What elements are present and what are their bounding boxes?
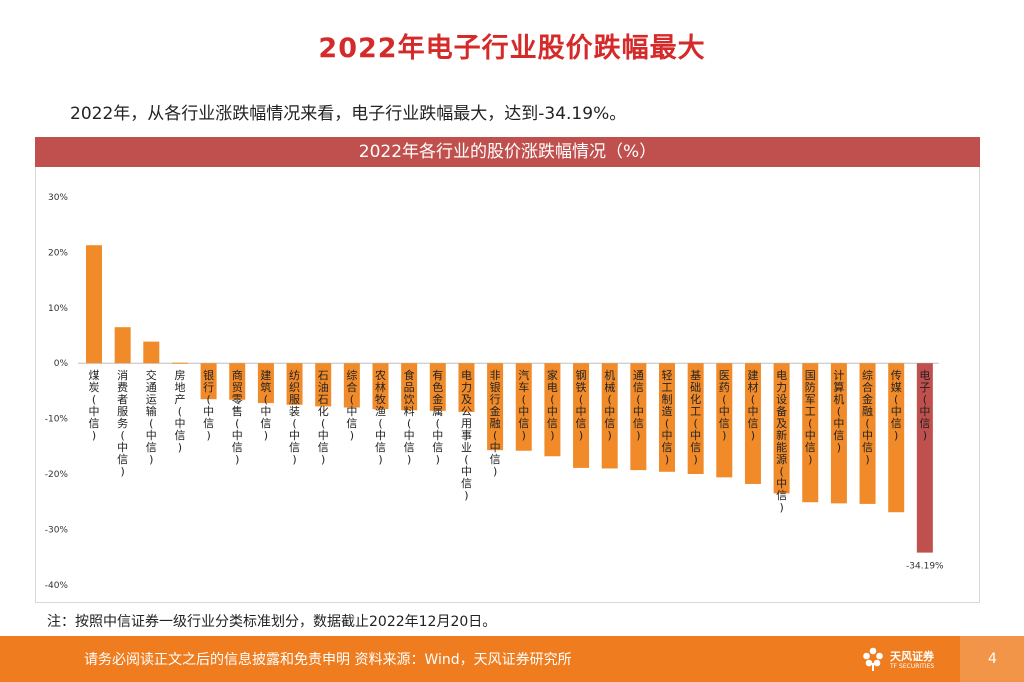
bar-3: [171, 362, 188, 364]
data-label: -34.19%: [906, 562, 944, 572]
brand-flower-icon: [863, 647, 883, 671]
y-tick-label: -10%: [45, 415, 69, 425]
category-label: 煤炭(中信): [89, 369, 100, 442]
category-label: 国防军工(中信): [805, 369, 816, 466]
category-label: 食品饮料(中信): [404, 368, 415, 466]
category-label: 电力及公用事业(中信): [461, 369, 472, 502]
bar-12: [429, 363, 446, 411]
chart-frame: 30% 20% 10% 0% -10% -20% -30% -40% 煤炭(中信) 消费者服务(中…: [35, 167, 980, 603]
category-label: 医药(中信): [719, 369, 730, 442]
bar-chart: 30% 20% 10% 0% -10% -20% -30% -40% 煤炭(中信) 消费者服务(中…: [45, 193, 944, 591]
footer-bar: 请务必阅读正文之后的信息披露和免责申明 资料来源：Wind，天风证券研究所 天风…: [0, 636, 1024, 682]
category-label: 银行(中信): [203, 368, 214, 442]
bar-20: [659, 363, 675, 472]
bar-5: [229, 363, 246, 400]
category-label: 传媒(中信): [891, 369, 902, 442]
bar-11: [401, 363, 418, 411]
category-label: 基础化工(中信): [690, 369, 701, 466]
bar-8: [315, 363, 332, 407]
footnote: 注：按照中信证券一级行业分类标准划分，数据截止2022年12月20日。: [47, 614, 497, 630]
page-number: 4: [988, 651, 997, 667]
bar-26: [830, 363, 847, 504]
category-label: 农林牧渔(中信): [375, 368, 386, 466]
bar-10: [372, 363, 389, 410]
footer-disclaimer: 请务必阅读正文之后的信息披露和免责申明 资料来源：Wind，天风证券研究所: [84, 652, 572, 668]
category-label: 建筑(中信): [260, 368, 271, 442]
bar-21: [687, 363, 704, 474]
category-label: 机械(中信): [604, 368, 615, 442]
category-label: 交通运输(中信): [146, 368, 157, 466]
bar-29: [916, 363, 933, 553]
y-tick-label: -40%: [45, 581, 69, 591]
bar-9: [343, 363, 360, 408]
y-tick-label: 0%: [54, 359, 69, 369]
bar-15: [515, 363, 532, 451]
bar-17: [573, 363, 590, 468]
category-label: 消费者服务(中信): [117, 368, 128, 478]
y-tick-label: 30%: [48, 193, 68, 203]
category-label: 家电(中信): [547, 368, 558, 442]
category-label: 轻工制造(中信): [662, 368, 673, 466]
bar-27: [859, 363, 876, 504]
bar-18: [601, 363, 618, 469]
brand-name: 天风证券: [890, 650, 934, 663]
category-label: 石油石化(中信): [318, 369, 329, 466]
y-tick-label: -30%: [45, 525, 69, 535]
bar-16: [544, 363, 561, 457]
y-tick-label: 10%: [48, 304, 68, 314]
bar-7: [286, 363, 303, 405]
bar-14: [487, 363, 504, 451]
bar-24: [773, 363, 790, 494]
bar-13: [458, 363, 475, 412]
category-label: 钢铁(中信): [576, 369, 587, 442]
bar-2: [143, 341, 160, 364]
category-label: 纺织服装(中信): [289, 368, 300, 466]
chart-title-banner: 2022年各行业的股价涨跌幅情况（%）: [35, 137, 980, 167]
category-label: 综合(中信): [346, 368, 357, 442]
summary-text: 2022年，从各行业涨跌幅情况来看，电子行业跌幅最大，达到-34.19%。: [70, 104, 627, 124]
bar-28: [888, 363, 905, 513]
bar-25: [802, 363, 819, 503]
category-label: 计算机(中信): [833, 369, 844, 454]
brand-logo: 天风证券 TF SECURITIES: [862, 646, 942, 676]
bar-1: [114, 327, 131, 364]
y-tick-label: 20%: [48, 248, 68, 258]
category-label: 非银行金融(中信): [490, 369, 501, 478]
y-tick-label: -20%: [45, 470, 69, 480]
category-label: 建材(中信): [747, 368, 758, 442]
bar-6: [257, 363, 274, 404]
category-label: 综合金融(中信): [862, 368, 873, 466]
category-label: 房地产(中信): [174, 369, 185, 454]
category-label: 有色金属(中信): [432, 368, 443, 466]
brand-subname: TF SECURITIES: [890, 663, 935, 670]
category-label: 汽车(中信): [518, 368, 529, 442]
category-label: 通信(中信): [633, 369, 644, 442]
category-label: 商贸零售(中信): [232, 368, 243, 466]
page-title: 2022年电子行业股价跌幅最大: [318, 33, 706, 64]
page-number-box: [960, 636, 1024, 682]
bar-4: [200, 363, 217, 400]
category-label: 电力设备及新能源(中信): [776, 369, 787, 514]
category-label: 电子(中信): [919, 369, 930, 442]
bar-19: [630, 363, 647, 471]
bar-23: [744, 363, 761, 484]
bar-0: [86, 245, 102, 364]
bar-22: [716, 363, 733, 478]
